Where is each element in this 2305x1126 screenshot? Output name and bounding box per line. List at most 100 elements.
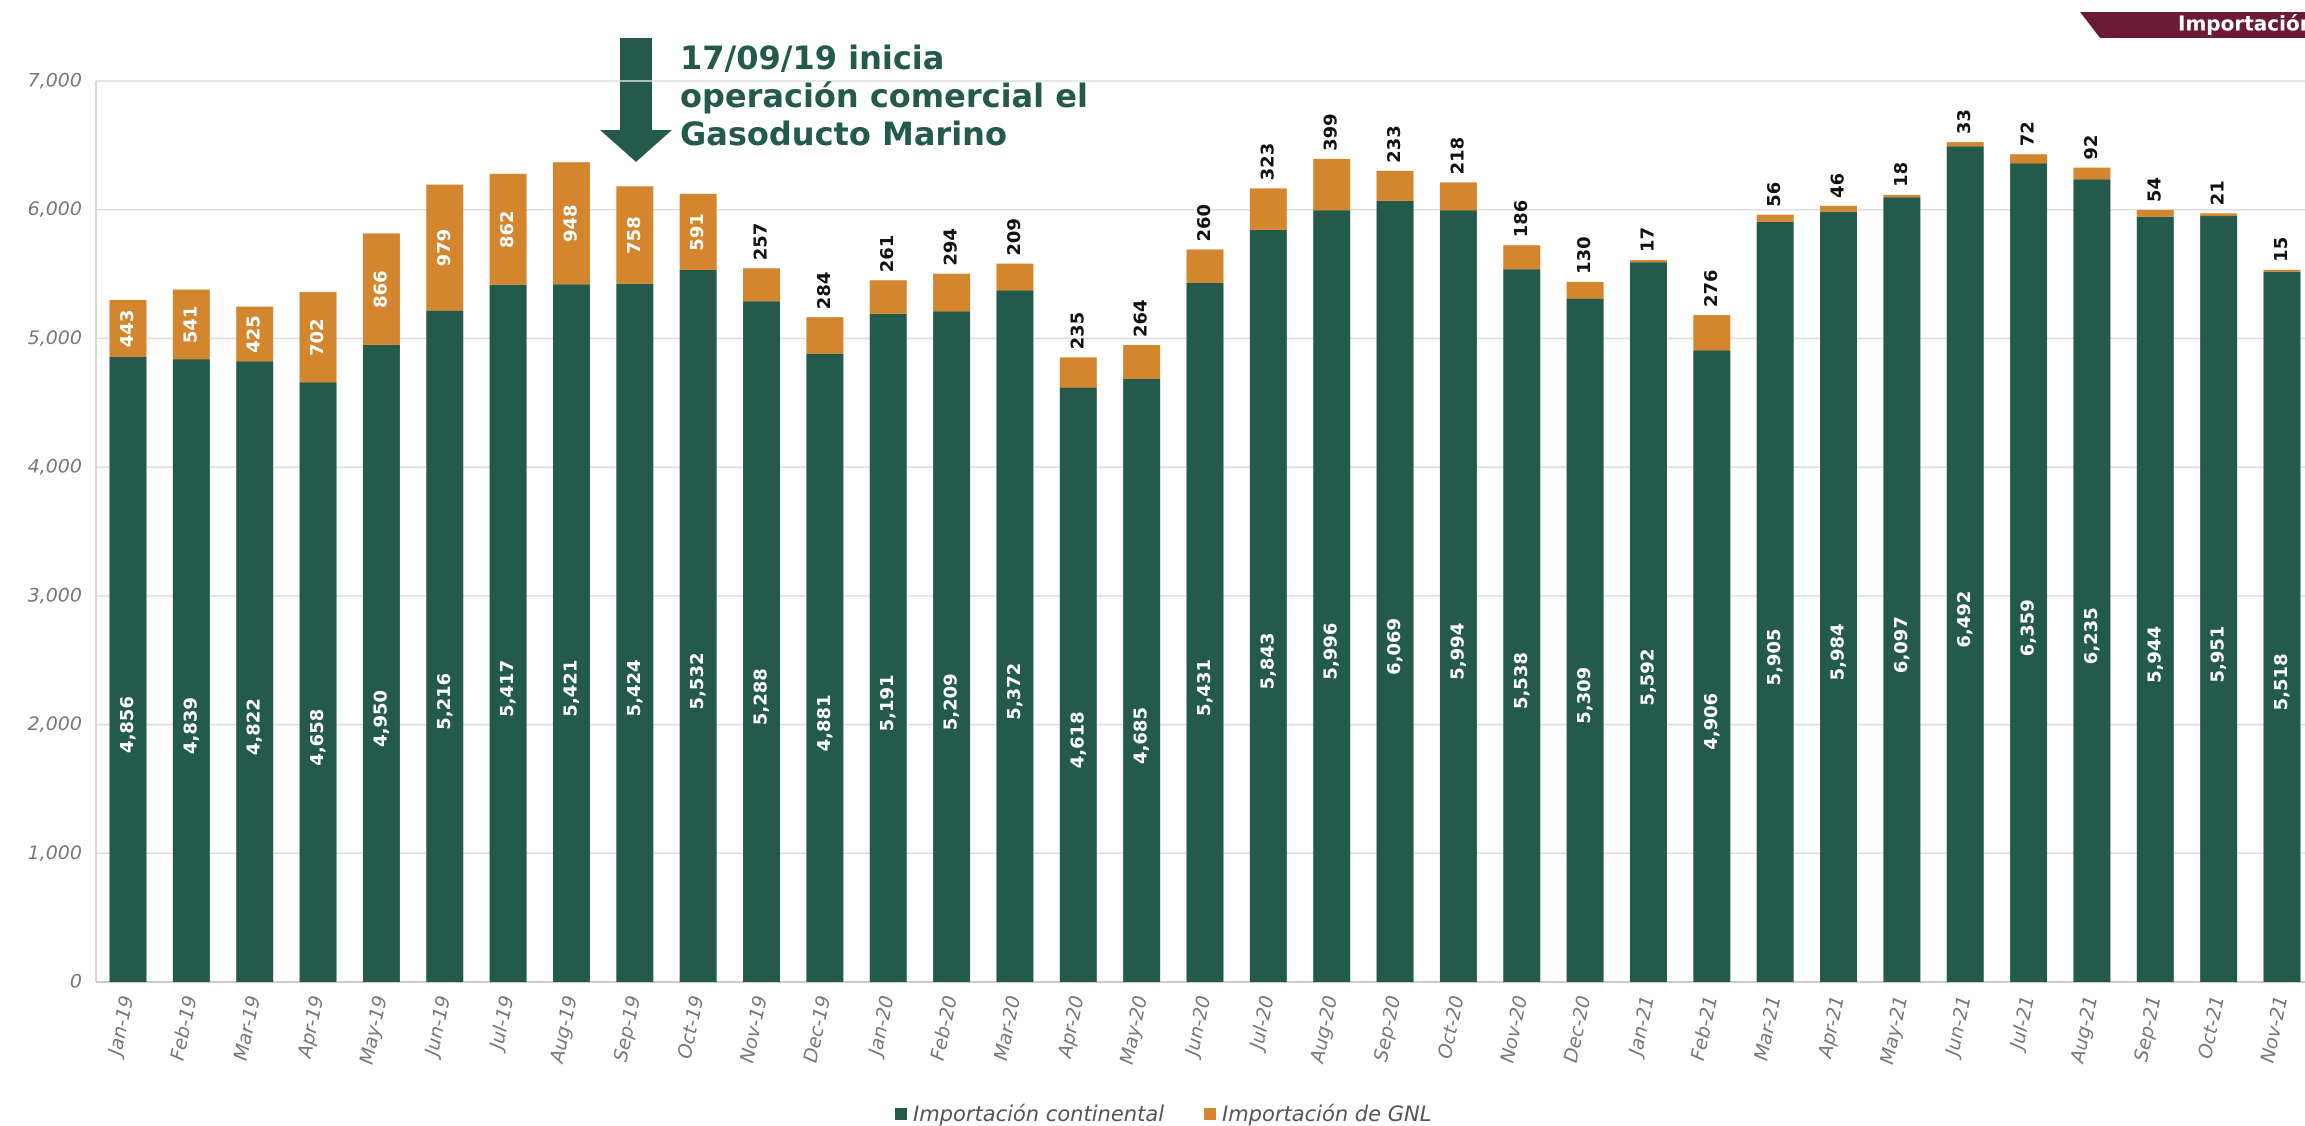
value-label: 5,417 — [497, 660, 518, 717]
bar — [490, 285, 527, 982]
value-label: 758 — [624, 216, 645, 254]
bar — [1883, 197, 1920, 982]
bar — [2137, 217, 2174, 982]
x-tick-label: Jul-19 — [485, 994, 519, 1055]
bar — [1060, 357, 1097, 387]
value-label: 5,951 — [2208, 626, 2229, 683]
bar — [1250, 230, 1287, 982]
value-label: 5,309 — [1574, 667, 1595, 724]
value-label: 6,097 — [1891, 616, 1912, 673]
bar — [2264, 270, 2301, 272]
bar — [1250, 188, 1287, 230]
value-label: 4,881 — [814, 694, 835, 751]
value-label: 323 — [1257, 143, 1278, 181]
value-label: 5,288 — [751, 668, 772, 725]
value-label: 257 — [751, 223, 772, 261]
x-tick-label: Dec-20 — [1560, 994, 1596, 1065]
x-tick-label: Sep-19 — [610, 994, 645, 1064]
value-label: 218 — [1447, 137, 1468, 175]
y-tick-label: 1,000 — [28, 842, 82, 864]
legend-swatch — [1204, 1108, 1216, 1120]
x-tick-label: Oct-21 — [2194, 994, 2229, 1061]
annotation: operación comercial el — [680, 77, 1088, 115]
value-label: 264 — [1131, 299, 1152, 337]
value-label: 425 — [244, 315, 265, 353]
y-tick-label: 6,000 — [28, 198, 82, 220]
value-label: 294 — [941, 228, 962, 266]
bar — [1123, 379, 1160, 982]
x-tick-label: Sep-21 — [2130, 994, 2165, 1064]
chart: Importación 01,0002,0003,0004,0005,0006,… — [0, 0, 2305, 1126]
bar — [110, 357, 147, 982]
value-label: 5,592 — [1637, 649, 1658, 706]
value-label: 948 — [560, 204, 581, 242]
x-tick-label: Oct-20 — [1434, 994, 1469, 1061]
x-tick-label: May-19 — [356, 994, 392, 1067]
value-label: 4,618 — [1067, 711, 1088, 768]
bar — [616, 284, 653, 982]
value-label: 276 — [1701, 269, 1722, 307]
bar — [1757, 222, 1794, 982]
value-label: 186 — [1511, 200, 1532, 238]
annotation: Gasoducto Marino — [680, 115, 1007, 153]
bar — [300, 382, 337, 982]
value-label: 6,359 — [2018, 599, 2039, 656]
value-label: 15 — [2271, 237, 2292, 262]
value-label: 399 — [1321, 113, 1342, 151]
x-tick-label: Nov-20 — [1496, 994, 1532, 1065]
bar — [173, 359, 210, 982]
bar — [870, 314, 907, 982]
value-label: 260 — [1194, 204, 1215, 242]
bar — [1313, 210, 1350, 982]
bar — [870, 280, 907, 314]
x-tick-label: Mar-19 — [230, 994, 265, 1063]
value-label: 862 — [497, 210, 518, 248]
y-tick-label: 3,000 — [28, 584, 82, 606]
bar — [1313, 159, 1350, 210]
x-tick-label: Jun-20 — [1180, 994, 1215, 1062]
value-label: 209 — [1004, 218, 1025, 256]
x-tick-label: May-20 — [1116, 994, 1152, 1067]
value-label: 5,209 — [941, 673, 962, 730]
bar — [1630, 262, 1667, 982]
value-label: 261 — [877, 235, 898, 273]
bar — [1820, 212, 1857, 982]
value-label: 46 — [1828, 173, 1849, 198]
value-label: 5,424 — [624, 659, 645, 716]
y-tick-label: 4,000 — [28, 456, 82, 478]
x-tick-label: Mar-21 — [1750, 994, 1785, 1063]
x-tick-label: Jan-19 — [103, 994, 138, 1061]
x-tick-label: Jan-20 — [864, 994, 899, 1061]
x-tick-label: Jun-19 — [420, 994, 455, 1062]
value-label: 5,984 — [1828, 623, 1849, 680]
value-label: 4,839 — [180, 697, 201, 754]
bar — [236, 361, 273, 982]
value-label: 5,944 — [2144, 626, 2165, 683]
y-tick-label: 0 — [70, 971, 82, 993]
value-label: 92 — [2081, 135, 2102, 160]
value-label: 702 — [307, 318, 328, 356]
value-label: 5,532 — [687, 653, 708, 710]
value-label: 5,538 — [1511, 652, 1532, 709]
x-tick-label: May-21 — [1876, 994, 1912, 1067]
bar — [1630, 260, 1667, 262]
bar — [1503, 245, 1540, 269]
value-label: 6,069 — [1384, 618, 1405, 675]
banner: Importación — [2178, 12, 2305, 36]
bar — [933, 312, 970, 982]
bar — [1693, 315, 1730, 351]
x-tick-label: Jun-21 — [1941, 994, 1976, 1062]
value-label: 443 — [117, 310, 138, 348]
value-label: 5,994 — [1447, 623, 1468, 680]
bar — [2073, 168, 2110, 180]
value-label: 235 — [1067, 312, 1088, 350]
bar — [1377, 201, 1414, 982]
bar — [806, 354, 843, 982]
bar — [2264, 272, 2301, 982]
x-tick-label: Feb-19 — [166, 994, 201, 1063]
bar — [806, 317, 843, 354]
x-tick-label: Aug-21 — [2066, 994, 2102, 1067]
bar — [1947, 142, 1984, 146]
bar — [1567, 299, 1604, 982]
value-label: 4,822 — [244, 698, 265, 755]
